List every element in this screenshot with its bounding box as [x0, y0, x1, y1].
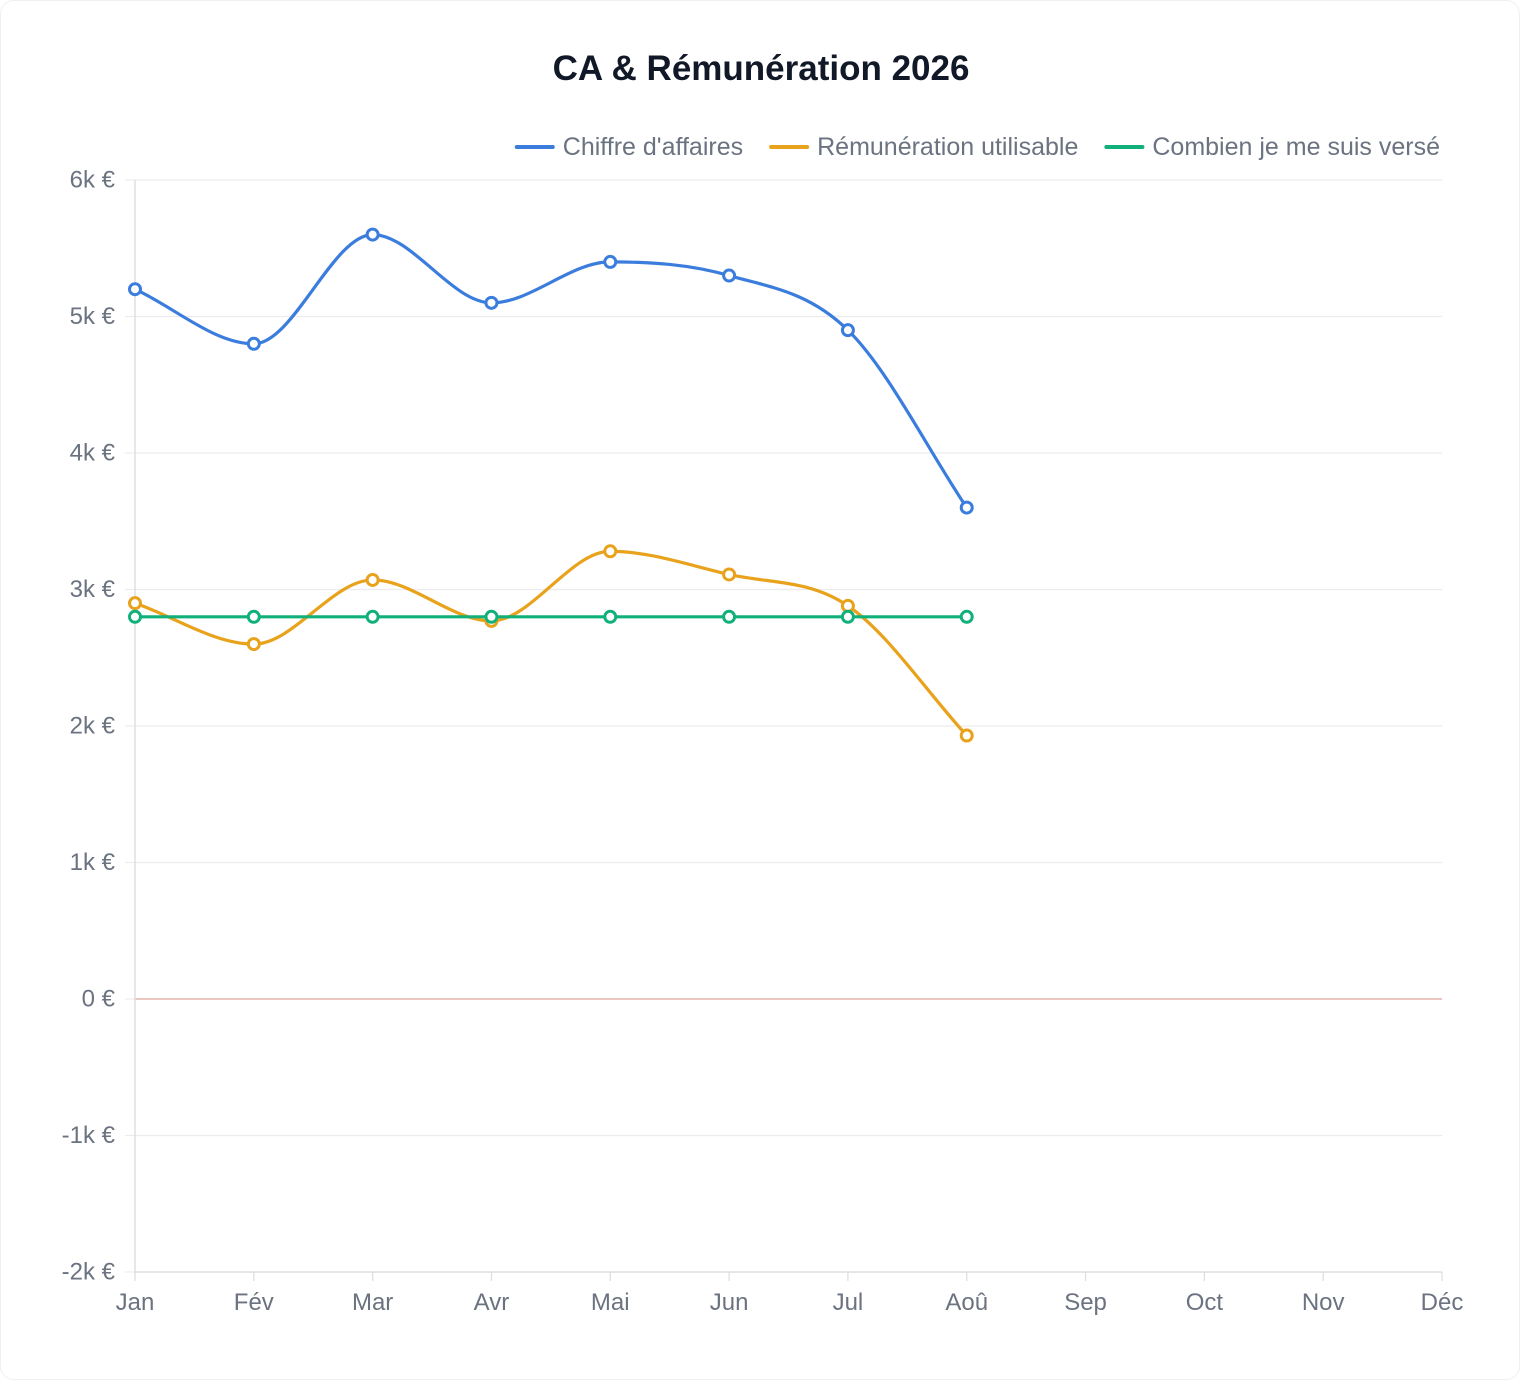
data-point[interactable]: [722, 567, 737, 582]
series-lines: [128, 227, 974, 743]
x-tick-label: Jan: [116, 1289, 155, 1316]
data-point[interactable]: [959, 728, 974, 743]
data-point[interactable]: [840, 609, 855, 624]
data-point[interactable]: [722, 609, 737, 624]
data-point[interactable]: [365, 227, 380, 242]
x-tick-label: Mar: [352, 1289, 393, 1316]
axes: -2k € -1k € 0 € 1k € 2k € 3k € 4k € 5k € 6k € Jan…: [62, 167, 1464, 1317]
y-tick-label: 3k €: [70, 576, 116, 603]
grid-lines: [135, 179, 1442, 1137]
legend-label: Combien je me suis versé: [1152, 133, 1440, 161]
x-tick-label: Sep: [1064, 1289, 1107, 1316]
series-3[interactable]: [128, 609, 974, 624]
legend-label: Chiffre d'affaires: [563, 133, 743, 161]
data-point[interactable]: [603, 609, 618, 624]
data-point[interactable]: [246, 336, 261, 351]
series-line: [133, 233, 969, 510]
data-point[interactable]: [365, 609, 380, 624]
chart-title: CA & Rémunération 2026: [552, 49, 970, 88]
data-point[interactable]: [365, 572, 380, 587]
data-point[interactable]: [959, 500, 974, 515]
data-point[interactable]: [484, 609, 499, 624]
data-point[interactable]: [484, 295, 499, 310]
y-tick-label: -1k €: [62, 1122, 116, 1149]
series-2[interactable]: [128, 544, 974, 743]
data-point[interactable]: [128, 282, 142, 297]
legend-item[interactable]: Rémunération utilisable: [769, 133, 1078, 161]
x-tick-label: Aoû: [945, 1289, 988, 1316]
x-tick-label: Mai: [591, 1289, 630, 1316]
y-tick-label: -2k €: [62, 1259, 116, 1286]
legend-item[interactable]: Chiffre d'affaires: [514, 133, 743, 161]
legend-label: Rémunération utilisable: [817, 133, 1078, 161]
y-tick-label: 5k €: [70, 303, 116, 330]
x-tick-label: Jul: [833, 1289, 864, 1316]
y-tick-label: 2k €: [70, 713, 116, 740]
x-tick-label: Avr: [474, 1289, 510, 1316]
x-tick-label: Oct: [1186, 1289, 1224, 1316]
data-point[interactable]: [840, 323, 855, 338]
data-point[interactable]: [246, 609, 261, 624]
y-tick-label: 4k €: [70, 440, 116, 467]
series-1[interactable]: [128, 227, 974, 515]
legend-item[interactable]: Combien je me suis versé: [1104, 133, 1440, 161]
data-point[interactable]: [603, 254, 618, 269]
data-point[interactable]: [722, 268, 737, 283]
y-tick-label: 0 €: [82, 986, 116, 1013]
y-tick-label: 1k €: [70, 849, 116, 876]
data-point[interactable]: [959, 609, 974, 624]
x-tick-label: Déc: [1421, 1289, 1464, 1316]
data-point[interactable]: [246, 637, 261, 652]
y-tick-label: 6k €: [70, 167, 116, 194]
x-tick-label: Nov: [1302, 1289, 1345, 1316]
data-point[interactable]: [840, 598, 855, 613]
data-point[interactable]: [128, 596, 142, 611]
data-point[interactable]: [603, 544, 618, 559]
data-point[interactable]: [128, 609, 142, 624]
legend[interactable]: Chiffre d'affaires Rémunération utilisabl…: [514, 133, 1440, 161]
x-tick-label: Jun: [710, 1289, 749, 1316]
x-tick-label: Fév: [234, 1289, 274, 1316]
